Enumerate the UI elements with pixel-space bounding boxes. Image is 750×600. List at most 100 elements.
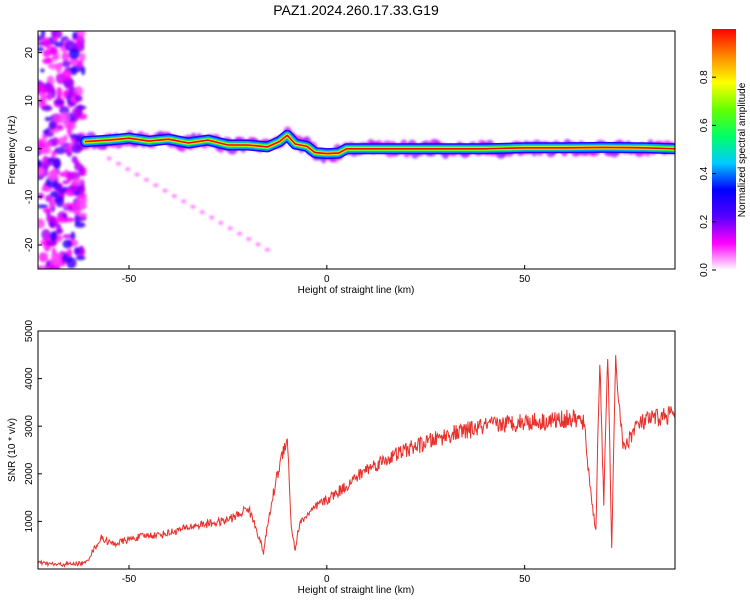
snr-plot-area xyxy=(38,331,675,569)
noise-blob xyxy=(38,265,46,269)
noise-blob xyxy=(153,183,159,188)
y-tick-label: -20 xyxy=(24,237,35,252)
noise-blob xyxy=(53,254,61,267)
noise-blob xyxy=(71,202,82,215)
spectrogram-x-ticks: -50 0 50 xyxy=(122,265,531,285)
noise-blob xyxy=(162,188,168,193)
noise-blob xyxy=(190,204,196,209)
noise-blob xyxy=(66,93,72,105)
noise-blob xyxy=(41,105,53,112)
snr-y-ticks: 1000 2000 3000 4000 5000 xyxy=(24,319,42,533)
noise-blob xyxy=(264,247,270,252)
noise-blob xyxy=(41,186,53,193)
noise-blob xyxy=(46,240,58,246)
noise-blob xyxy=(65,146,70,155)
spectrogram-panel: -50 0 50 -20 -10 0 10 20 Height of straight li… xyxy=(7,30,676,296)
x-tick-label: 50 xyxy=(519,574,531,585)
noise-blob xyxy=(255,242,261,247)
noise-blob xyxy=(38,83,45,94)
y-tick-label: -10 xyxy=(24,189,35,204)
colorbar-tick-label: 0.0 xyxy=(699,263,710,277)
noise-blob xyxy=(218,221,224,225)
noise-blob xyxy=(73,178,82,187)
noise-blob xyxy=(78,245,85,255)
noise-blob xyxy=(76,61,84,68)
noise-blob xyxy=(66,172,76,180)
noise-blob xyxy=(227,226,233,231)
noise-blob xyxy=(44,83,55,94)
noise-blob xyxy=(246,237,252,241)
noise-blob xyxy=(38,159,42,169)
noise-blob xyxy=(58,112,71,124)
noise-blob xyxy=(71,107,83,118)
snr-frame xyxy=(37,330,676,570)
colorbar: 0.0 0.2 0.4 0.6 0.8 Normalized spectral ampl… xyxy=(699,29,748,277)
noise-blob xyxy=(54,41,64,48)
noise-blob xyxy=(125,167,131,171)
snr-marks xyxy=(38,355,675,568)
spectrogram-y-axis-label: Frequency (Hz) xyxy=(7,116,18,185)
spectrogram-y-ticks: -20 -10 0 10 20 xyxy=(24,47,42,252)
noise-blob xyxy=(74,162,84,171)
noise-blob xyxy=(62,239,73,249)
colorbar-ticks: 0.0 0.2 0.4 0.6 0.8 xyxy=(699,70,716,277)
noise-blob xyxy=(45,141,53,148)
noise-blob xyxy=(48,120,57,130)
noise-blob xyxy=(209,215,215,220)
snr-series-line xyxy=(38,355,675,568)
colorbar-tick-label: 0.2 xyxy=(699,214,710,228)
noise-blob xyxy=(45,194,53,203)
noise-blob xyxy=(42,129,49,135)
noise-blob xyxy=(71,143,83,154)
noise-blob xyxy=(40,93,49,101)
x-tick-label: 0 xyxy=(324,274,330,285)
noise-blob xyxy=(38,192,45,200)
noise-blob xyxy=(44,116,52,122)
noise-blob xyxy=(42,49,51,58)
noise-blob xyxy=(76,39,82,49)
spectrogram-x-axis-label: Height of straight line (km) xyxy=(298,285,415,296)
noise-blob xyxy=(42,39,51,48)
noise-blob xyxy=(50,56,58,61)
noise-blob xyxy=(54,99,65,105)
snr-x-axis-label: Height of straight line (km) xyxy=(298,585,415,596)
noise-blob xyxy=(46,91,53,101)
noise-blob xyxy=(56,223,62,235)
noise-blob xyxy=(74,185,79,192)
noise-blob xyxy=(81,65,86,76)
noise-blob xyxy=(74,221,86,228)
noise-blob xyxy=(61,51,70,62)
noise-blob xyxy=(57,124,64,131)
noise-blob xyxy=(46,215,57,223)
noise-blob xyxy=(50,46,59,56)
noise-blob xyxy=(61,60,71,68)
noise-blob xyxy=(75,195,87,205)
y-tick-label: 3000 xyxy=(24,415,35,438)
noise-blob xyxy=(47,170,59,181)
x-tick-label: -50 xyxy=(122,274,137,285)
noise-blob xyxy=(38,252,49,263)
ridge-band-peak xyxy=(84,134,675,155)
y-tick-label: 1000 xyxy=(24,510,35,533)
noise-blob xyxy=(42,208,52,214)
noise-blob xyxy=(38,138,45,151)
noise-blob xyxy=(171,194,177,198)
noise-blob xyxy=(62,179,70,185)
x-tick-label: -50 xyxy=(122,574,137,585)
noise-blob xyxy=(67,248,73,257)
y-tick-label: 0 xyxy=(24,146,35,152)
noise-blob xyxy=(134,172,140,177)
colorbar-tick-label: 0.6 xyxy=(699,118,710,132)
spectrogram-marks xyxy=(38,31,675,269)
noise-blob xyxy=(46,157,55,166)
noise-blob xyxy=(68,48,80,60)
noise-blob xyxy=(73,246,80,256)
noise-blob xyxy=(61,69,72,81)
noise-blob xyxy=(199,210,205,214)
colorbar-swatch xyxy=(712,29,736,270)
noise-blob xyxy=(46,260,51,267)
figure-title: PAZ1.2024.260.17.33.G19 xyxy=(273,2,439,18)
noise-blob xyxy=(79,52,86,62)
snr-panel: -50 0 50 1000 2000 3000 4000 5000 Height of st… xyxy=(7,319,676,596)
